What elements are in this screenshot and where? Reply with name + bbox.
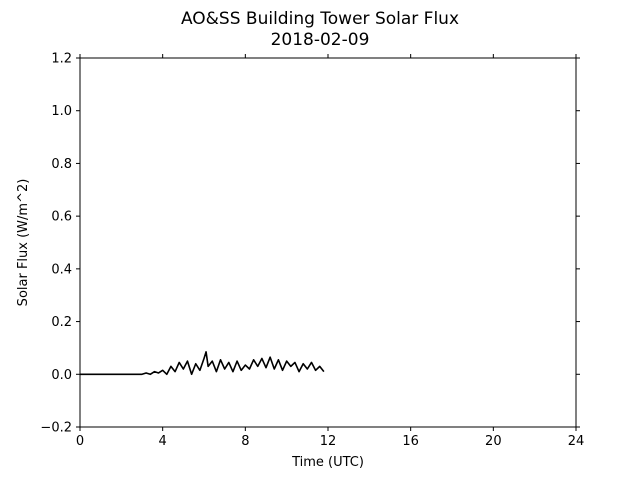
x-tick-label: 24 [568, 434, 585, 449]
x-tick-label: 0 [76, 434, 84, 449]
plot-frame [79, 57, 577, 428]
x-tick-label: 12 [320, 434, 337, 449]
y-tick-label: 0.0 [51, 368, 72, 383]
x-tick-label: 20 [485, 434, 502, 449]
chart-subtitle: 2018-02-09 [271, 30, 370, 50]
y-tick-label: 0.8 [51, 157, 72, 172]
y-tick-label: 1.0 [51, 104, 72, 119]
axis-ticks: 0 4 8 12 16 20 24 −0.2 0.0 0.2 0.4 0.6 0.8 1.0 1.2 [40, 52, 584, 450]
series-line [80, 351, 325, 376]
x-axis-label: Time (UTC) [291, 455, 364, 470]
y-tick-label: 0.2 [51, 315, 72, 330]
y-tick-label: 1.2 [51, 52, 72, 67]
x-tick-label: 16 [402, 434, 419, 449]
chart-title: AO&SS Building Tower Solar Flux [181, 9, 459, 29]
y-axis-label: Solar Flux (W/m^2) [16, 179, 31, 307]
y-tick-label: 0.4 [51, 262, 72, 277]
y-tick-label: 0.6 [51, 210, 72, 225]
x-tick-label: 4 [159, 434, 167, 449]
x-tick-label: 8 [241, 434, 249, 449]
y-tick-label: −0.2 [40, 421, 72, 436]
